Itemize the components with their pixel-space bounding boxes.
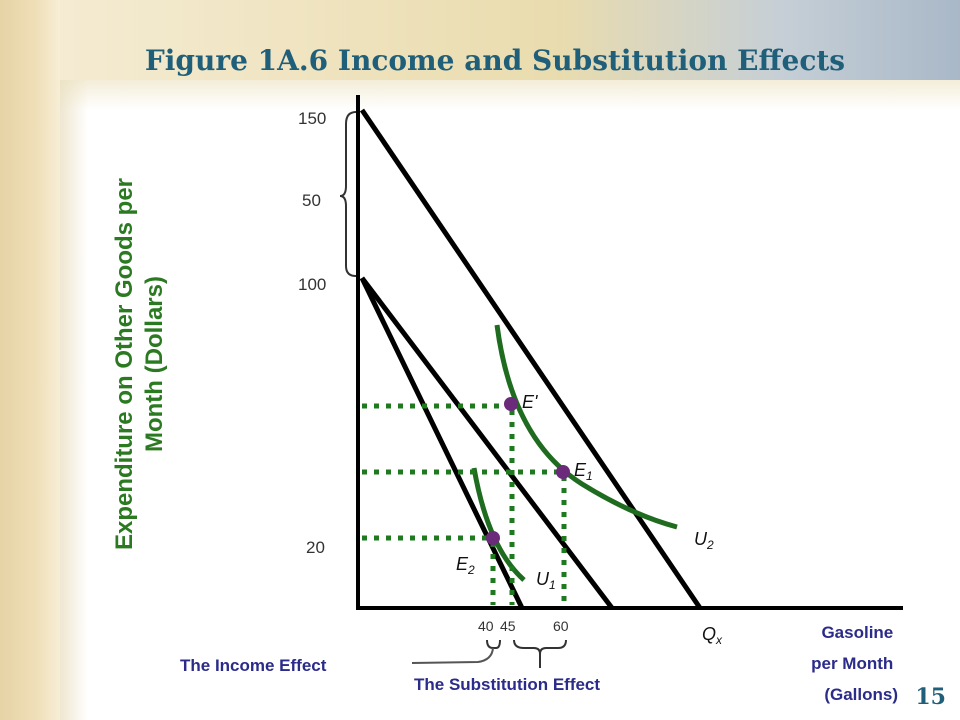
income-effect-label: The Income Effect [180, 656, 327, 675]
income-effect-connector [411, 647, 494, 664]
point-e-prime [504, 397, 518, 411]
slide-title: Figure 1A.6 Income and Substitution Effe… [144, 44, 846, 77]
label-e2: E2 [456, 554, 475, 577]
income-effect-brace [486, 639, 501, 649]
x-end-label: Qx [702, 624, 723, 647]
page-number: 15 [915, 684, 946, 710]
y-tick-100: 100 [298, 275, 326, 294]
y-brace-label: 50 [302, 191, 321, 210]
background-banner-top [60, 0, 960, 110]
y-brace [339, 111, 357, 277]
budget-line-new [359, 276, 525, 610]
x-tick-60: 60 [553, 618, 569, 634]
background-texture-left [0, 0, 88, 720]
x-tick-45: 45 [500, 618, 516, 634]
substitution-effect-label: The Substitution Effect [414, 675, 600, 694]
y-tick-20: 20 [306, 538, 325, 557]
budget-line-original [360, 276, 614, 610]
x-axis-label: Gasoline per Month (Gallons) [811, 623, 898, 704]
point-e2 [486, 531, 500, 545]
label-u1: U1 [536, 569, 556, 592]
x-tick-40: 40 [478, 618, 494, 634]
label-e-prime: E' [522, 392, 538, 412]
indifference-curve-u2 [494, 324, 678, 530]
guide-lines [362, 403, 567, 605]
substitution-effect-brace [513, 639, 567, 655]
label-u2: U2 [694, 529, 714, 552]
budget-line-compensated [359, 108, 703, 610]
label-e1: E1 [574, 460, 593, 483]
y-tick-150: 150 [298, 109, 326, 128]
point-e1 [556, 465, 570, 479]
